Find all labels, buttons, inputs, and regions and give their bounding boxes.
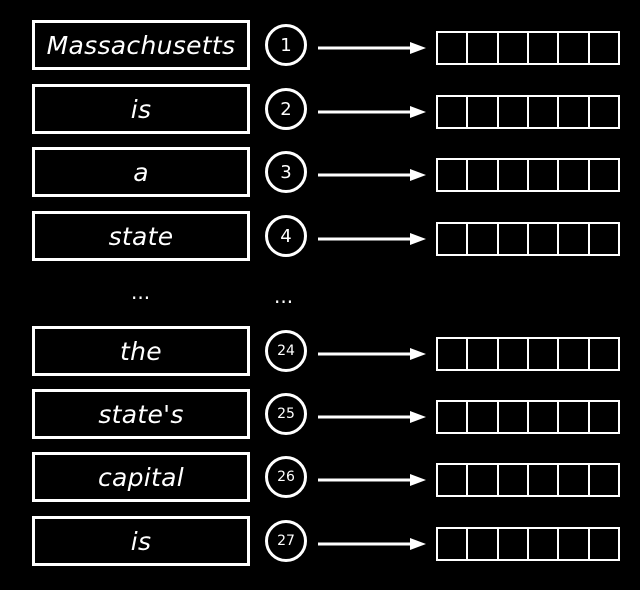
vector-cell bbox=[587, 339, 618, 369]
vector-cell bbox=[526, 465, 557, 495]
vector-cell bbox=[587, 97, 618, 127]
arrow-icon-8 bbox=[318, 538, 426, 550]
position-circle-2: 2 bbox=[265, 88, 307, 130]
vector-cell bbox=[587, 465, 618, 495]
position-circle-5: 24 bbox=[265, 330, 307, 372]
position-circle-3: 3 bbox=[265, 151, 307, 193]
vector-cell bbox=[496, 33, 527, 63]
vector-cell bbox=[557, 465, 587, 495]
vector-cell bbox=[526, 160, 557, 190]
vector-cell bbox=[557, 224, 587, 254]
position-label-6: 25 bbox=[277, 406, 295, 422]
arrow-icon-5 bbox=[318, 348, 426, 360]
vector-cell bbox=[526, 33, 557, 63]
vector-cell bbox=[466, 339, 496, 369]
vector-cell bbox=[496, 97, 527, 127]
token-box-8: is bbox=[32, 516, 250, 566]
position-circle-1: 1 bbox=[265, 24, 307, 66]
position-label-5: 24 bbox=[277, 343, 295, 359]
position-label-3: 3 bbox=[280, 161, 292, 183]
position-label-1: 1 bbox=[280, 34, 292, 56]
vector-cell bbox=[438, 33, 466, 63]
vector-cell bbox=[496, 339, 527, 369]
vector-cell bbox=[496, 160, 527, 190]
vector-cell bbox=[526, 529, 557, 559]
position-circle-6: 25 bbox=[265, 393, 307, 435]
token-label-5: the bbox=[120, 336, 162, 366]
position-circle-8: 27 bbox=[265, 520, 307, 562]
embedding-vector-1 bbox=[436, 31, 620, 65]
embedding-vector-2 bbox=[436, 95, 620, 129]
token-box-5: the bbox=[32, 326, 250, 376]
token-label-1: Massachusetts bbox=[46, 30, 236, 60]
embedding-vector-3 bbox=[436, 158, 620, 192]
arrow-icon-6 bbox=[318, 411, 426, 423]
vector-cell bbox=[526, 224, 557, 254]
vector-cell bbox=[496, 402, 527, 432]
vector-cell bbox=[557, 339, 587, 369]
vector-cell bbox=[557, 97, 587, 127]
vector-cell bbox=[557, 160, 587, 190]
vector-cell bbox=[466, 160, 496, 190]
embedding-vector-6 bbox=[436, 400, 620, 434]
vector-cell bbox=[496, 224, 527, 254]
vector-cell bbox=[466, 97, 496, 127]
position-label-7: 26 bbox=[277, 469, 295, 485]
vector-cell bbox=[557, 402, 587, 432]
embedding-vector-5 bbox=[436, 337, 620, 371]
position-label-2: 2 bbox=[280, 98, 292, 120]
token-box-4: state bbox=[32, 211, 250, 261]
vector-cell bbox=[526, 339, 557, 369]
vector-cell bbox=[466, 529, 496, 559]
token-ellipsis: ... bbox=[131, 280, 151, 304]
vector-cell bbox=[587, 402, 618, 432]
vector-cell bbox=[466, 224, 496, 254]
token-label-4: state bbox=[108, 221, 174, 251]
vector-cell bbox=[438, 224, 466, 254]
vector-cell bbox=[557, 33, 587, 63]
token-box-2: is bbox=[32, 84, 250, 134]
arrow-icon-1 bbox=[318, 42, 426, 54]
vector-cell bbox=[466, 402, 496, 432]
vector-cell bbox=[587, 224, 618, 254]
vector-cell bbox=[438, 465, 466, 495]
token-label-8: is bbox=[130, 526, 152, 556]
arrow-icon-2 bbox=[318, 106, 426, 118]
token-box-6: state's bbox=[32, 389, 250, 439]
vector-cell bbox=[587, 160, 618, 190]
vector-cell bbox=[438, 339, 466, 369]
token-box-3: a bbox=[32, 147, 250, 197]
vector-cell bbox=[438, 529, 466, 559]
position-circle-7: 26 bbox=[265, 456, 307, 498]
vector-cell bbox=[496, 529, 527, 559]
embedding-vector-8 bbox=[436, 527, 620, 561]
token-label-2: is bbox=[130, 94, 152, 124]
vector-cell bbox=[587, 33, 618, 63]
embedding-vector-7 bbox=[436, 463, 620, 497]
vector-cell bbox=[526, 97, 557, 127]
vector-cell bbox=[438, 402, 466, 432]
vector-cell bbox=[438, 160, 466, 190]
position-ellipsis: ... bbox=[274, 284, 294, 308]
vector-cell bbox=[587, 529, 618, 559]
vector-cell bbox=[496, 465, 527, 495]
arrow-icon-3 bbox=[318, 169, 426, 181]
position-label-8: 27 bbox=[277, 533, 295, 549]
arrow-icon-4 bbox=[318, 233, 426, 245]
vector-cell bbox=[526, 402, 557, 432]
vector-cell bbox=[466, 465, 496, 495]
vector-cell bbox=[557, 529, 587, 559]
token-box-1: Massachusetts bbox=[32, 20, 250, 70]
token-label-3: a bbox=[133, 157, 149, 187]
vector-cell bbox=[466, 33, 496, 63]
position-circle-4: 4 bbox=[265, 215, 307, 257]
embedding-vector-4 bbox=[436, 222, 620, 256]
token-box-7: capital bbox=[32, 452, 250, 502]
token-label-6: state's bbox=[98, 399, 184, 429]
token-label-7: capital bbox=[97, 462, 185, 492]
arrow-icon-7 bbox=[318, 474, 426, 486]
position-label-4: 4 bbox=[280, 225, 292, 247]
vector-cell bbox=[438, 97, 466, 127]
